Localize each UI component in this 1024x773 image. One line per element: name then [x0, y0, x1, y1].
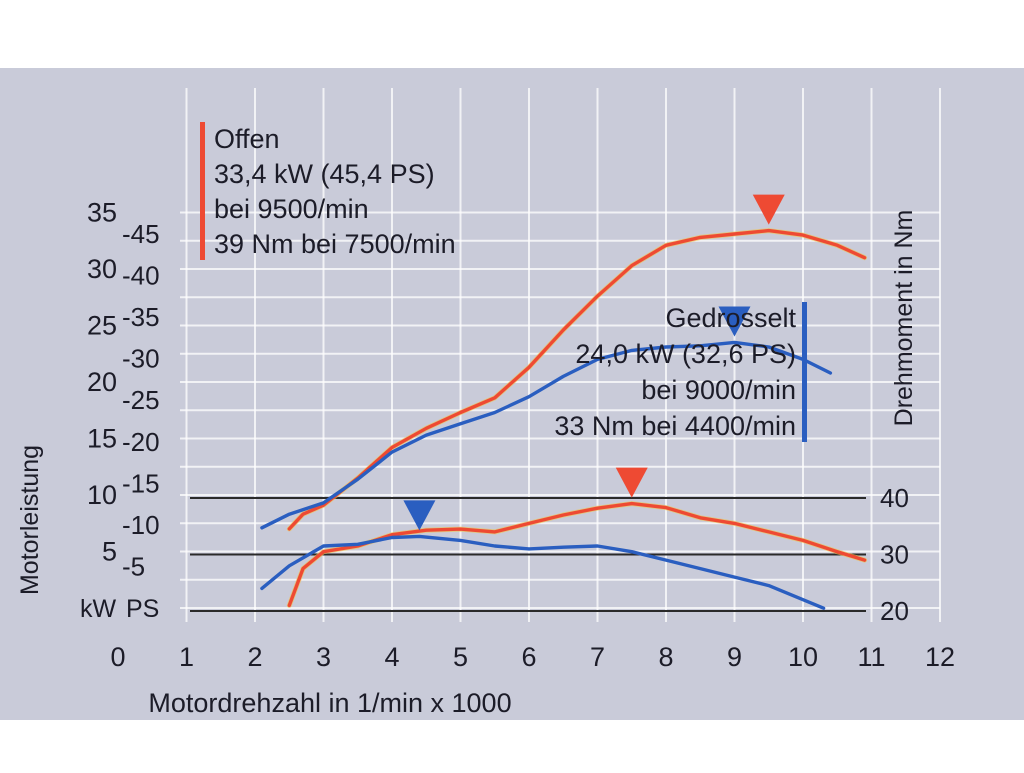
offen-power-peak-marker — [752, 194, 785, 225]
ps-tick-label: -20 — [122, 427, 160, 457]
legend-gedrosselt-bar — [802, 302, 807, 442]
x-tick-label: 3 — [316, 642, 331, 672]
kw-tick-label: 10 — [87, 480, 117, 510]
x-tick-label: 0 — [110, 642, 125, 672]
legend-offen-line: 39 Nm bei 7500/min — [214, 229, 456, 259]
x-axis-label: Motordrehzahl in 1/min x 1000 — [148, 688, 511, 718]
ps-tick-label: -45 — [122, 219, 160, 249]
ps-tick-label: -35 — [122, 302, 160, 332]
ps-tick-label: -5 — [122, 551, 145, 581]
nm-tick-label: 30 — [880, 540, 909, 570]
kw-tick-label: 30 — [87, 254, 117, 284]
kw-tick-label: 35 — [87, 198, 117, 228]
left-axis-label: Motorleistung — [16, 445, 44, 595]
x-tick-label: 8 — [658, 642, 673, 672]
gedrosselt-torque-peak-marker — [403, 500, 436, 531]
legend-gedrosselt-line: 24,0 kW (32,6 PS) — [575, 339, 796, 369]
legend-offen-bar — [200, 122, 205, 260]
legend-offen-line: bei 9500/min — [214, 194, 369, 224]
torque-reference-lines — [190, 497, 866, 612]
tick-labels: 0 1 2 3 4 5 6 7 8 9 10 11 125101520253035-5-10-15-20… — [87, 198, 955, 673]
gedrosselt-torque-line — [260, 534, 826, 610]
kw-tick-label: 20 — [87, 367, 117, 397]
x-tick-label: 7 — [590, 642, 605, 672]
gedrosselt-power-line — [260, 340, 833, 530]
kw-tick-label: 15 — [87, 424, 117, 454]
data-series — [260, 228, 868, 610]
axis-labels: Motordrehzahl in 1/min x 1000 Motorleist… — [16, 210, 918, 718]
nm-tick-label: 40 — [880, 483, 909, 513]
legend-offen-line: 33,4 kW (45,4 PS) — [214, 159, 435, 189]
legend-offen-line: Offen — [214, 124, 280, 154]
peak-markers — [403, 194, 785, 531]
gedrosselt-power-peak-marker — [718, 306, 751, 337]
grid-lines — [180, 88, 941, 622]
x-tick-label: 6 — [521, 642, 536, 672]
ps-tick-label: -25 — [122, 385, 160, 415]
ps-tick-label: -10 — [122, 510, 160, 540]
ps-tick-label: -30 — [122, 344, 160, 374]
legend-gedrosselt-line: Gedrosselt — [665, 303, 796, 333]
x-tick-label: 2 — [247, 642, 262, 672]
x-tick-label: 4 — [384, 642, 399, 672]
legend-gedrosselt: Gedrosselt 24,0 kW (32,6 PS) bei 9000/min 3… — [554, 302, 807, 442]
legend-gedrosselt-line: 33 Nm bei 4400/min — [554, 411, 796, 441]
x-tick-label: 10 — [788, 642, 818, 672]
offen-torque-peak-marker — [615, 467, 648, 498]
ps-tick-label: -40 — [122, 261, 160, 291]
legend-offen: Offen 33,4 kW (45,4 PS) bei 9500/min 39 Nm … — [200, 122, 456, 260]
legend-gedrosselt-line: bei 9000/min — [641, 375, 796, 405]
x-tick-label: 5 — [453, 642, 468, 672]
kw-tick-label: 5 — [102, 537, 117, 567]
ps-tick-label: -15 — [122, 468, 160, 498]
x-tick-label: 12 — [925, 642, 955, 672]
kw-tick-label: 25 — [87, 311, 117, 341]
x-tick-label: 9 — [727, 642, 742, 672]
nm-tick-label: 20 — [880, 596, 909, 626]
x-tick-label: 11 — [857, 642, 885, 672]
kw-unit-label: kW — [80, 595, 117, 623]
right-axis-label: Drehmoment in Nm — [890, 210, 918, 427]
ps-unit-label: PS — [126, 595, 159, 623]
x-tick-label: 1 — [179, 642, 194, 672]
